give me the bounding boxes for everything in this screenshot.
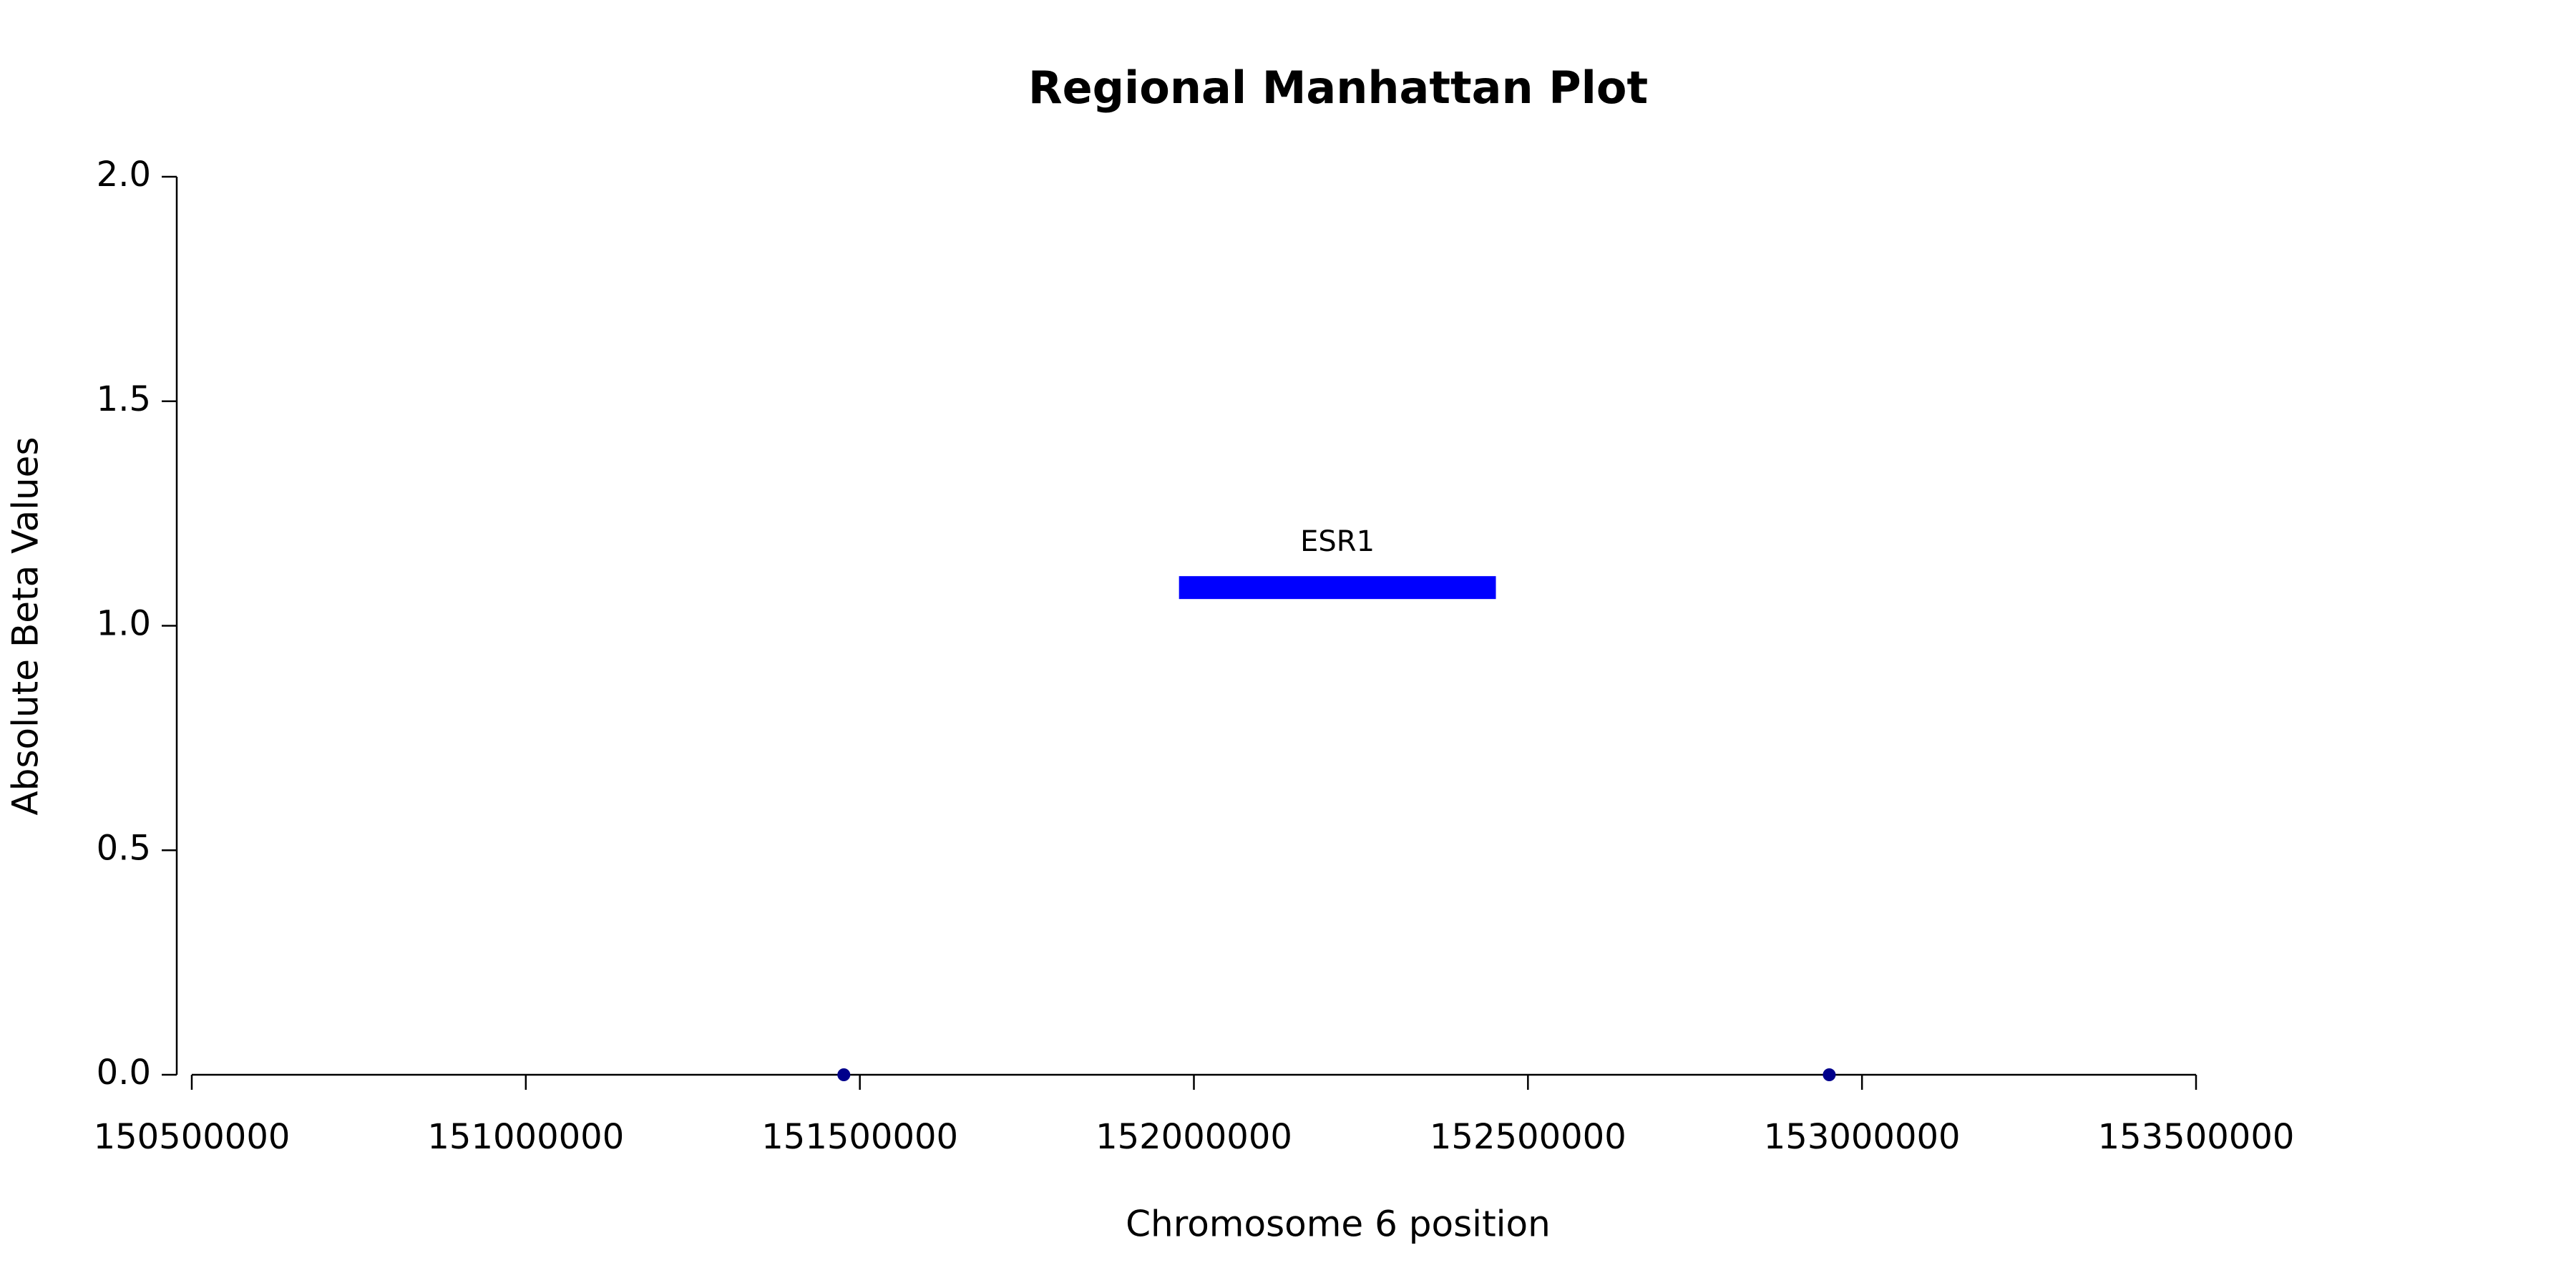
chart-title: Regional Manhattan Plot <box>1028 62 1648 114</box>
x-tick-label: 152500000 <box>1430 1117 1626 1157</box>
y-tick-label: 1.5 <box>97 379 151 419</box>
y-axis-label: Absolute Beta Values <box>5 437 47 816</box>
x-axis-label: Chromosome 6 position <box>1126 1204 1551 1245</box>
x-tick-label: 150500000 <box>94 1117 291 1157</box>
x-tick-label: 152000000 <box>1096 1117 1292 1157</box>
y-tick-label: 1.0 <box>97 604 151 644</box>
y-tick-label: 0.5 <box>97 828 151 868</box>
gene-label: ESR1 <box>1300 525 1375 558</box>
y-tick-label: 0.0 <box>97 1053 151 1093</box>
point <box>837 1068 851 1081</box>
point <box>1823 1068 1836 1081</box>
x-tick-label: 151500000 <box>761 1117 958 1157</box>
gene-bar <box>1179 576 1496 600</box>
x-tick-label: 151000000 <box>427 1117 624 1157</box>
y-tick-label: 2.0 <box>97 155 151 195</box>
x-tick-label: 153500000 <box>2098 1117 2295 1157</box>
x-tick-label: 153000000 <box>1764 1117 1961 1157</box>
